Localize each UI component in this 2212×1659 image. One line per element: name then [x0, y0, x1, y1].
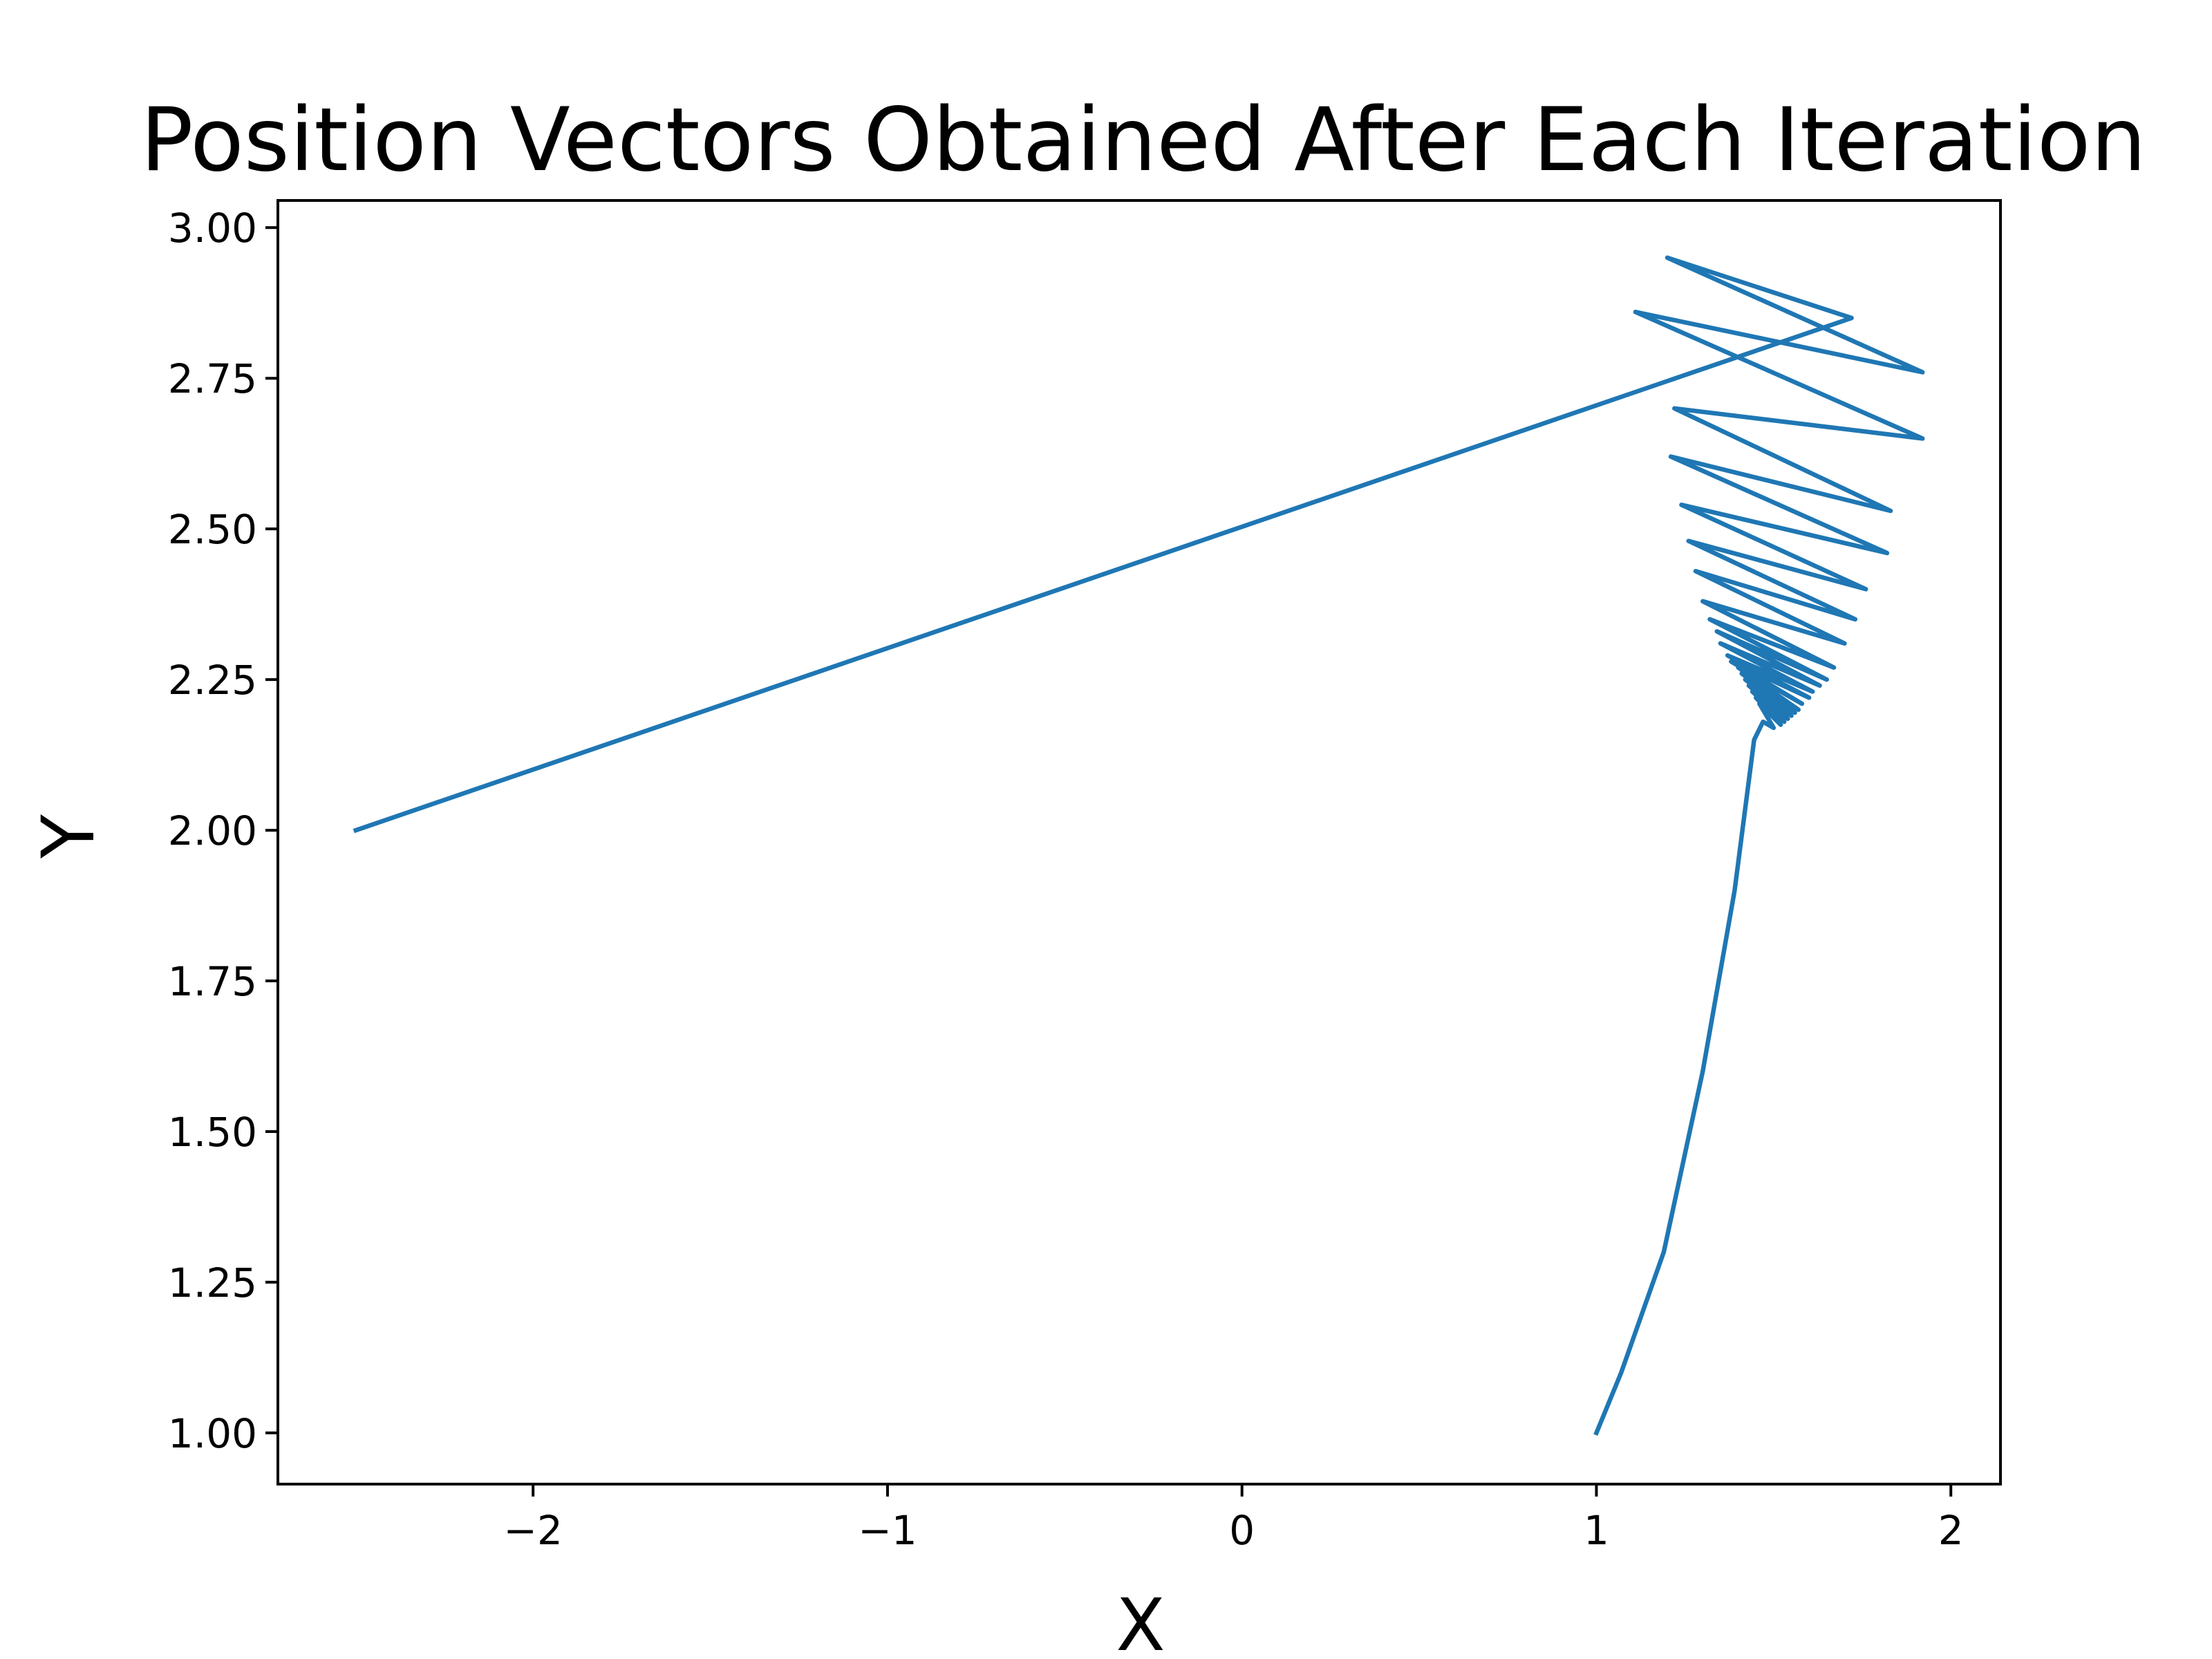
- y-tick-label: 1.75: [168, 958, 257, 1005]
- plot-frame: [276, 199, 2002, 1485]
- y-tick-label: 2.25: [168, 657, 257, 704]
- y-axis-ticks: 1.00 1.25 1.50 1.75 2.00 2.25 2.50 2.75 3.00: [168, 205, 278, 1457]
- x-axis-label: X: [1116, 1583, 1165, 1659]
- y-axis-label: Y: [26, 814, 111, 859]
- y-tick-label: 2.50: [168, 506, 257, 553]
- x-tick-label: −2: [503, 1507, 563, 1554]
- x-tick-label: 2: [1938, 1507, 1964, 1554]
- y-tick-label: 1.00: [168, 1410, 257, 1457]
- x-tick-label: 1: [1584, 1507, 1609, 1554]
- chart-title: Position Vectors Obtained After Each Ite…: [140, 88, 2146, 191]
- x-axis-ticks: −2 −1 0 1 2: [503, 1484, 1964, 1554]
- y-tick-label: 3.00: [168, 205, 257, 252]
- y-tick-label: 1.50: [168, 1109, 257, 1156]
- series-line-0: [353, 255, 1925, 1436]
- series-layer: [353, 255, 1925, 1436]
- x-tick-label: 0: [1229, 1507, 1255, 1554]
- y-tick-label: 2.00: [168, 807, 257, 854]
- y-tick-label: 2.75: [168, 355, 257, 402]
- y-tick-label: 1.25: [168, 1259, 257, 1306]
- x-tick-label: −1: [858, 1507, 917, 1554]
